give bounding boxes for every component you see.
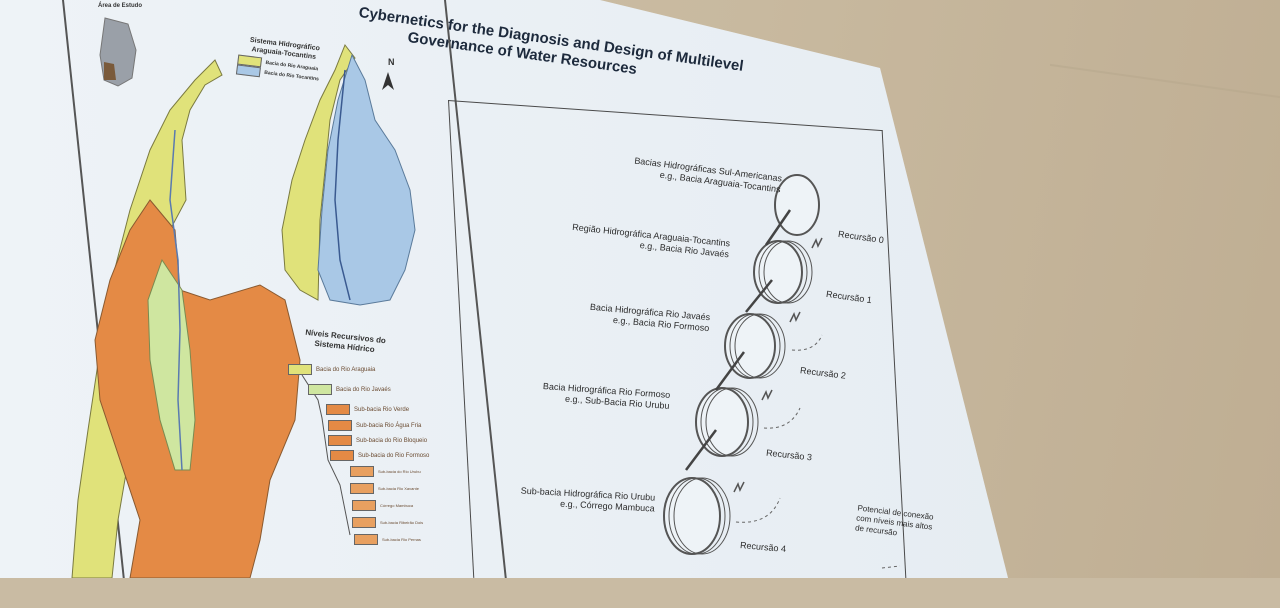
level-item: Sub-bacia do Rio Urubu [378,469,421,474]
level-item: Córrego Mambuca [380,503,414,508]
arrow-1 [745,279,773,313]
level-item: Bacia do Rio Araguaia [316,366,376,373]
connection-line [735,497,781,523]
inset-label: Área de Estudo [97,3,142,9]
arrow-0 [764,209,792,246]
level-item: Bacia do Rio Javaés [336,386,391,393]
north-label: N [388,57,395,67]
arrow-3 [685,429,717,471]
connection-line [881,565,901,569]
level-item: Sub-bacia Rio Verde [354,406,410,413]
javaes-basin [147,258,196,471]
level-item: Sub-bacia Rio Pernas [382,537,421,542]
tocantins-basin [317,53,416,306]
connection-line [763,407,801,429]
recursion-diagram [663,174,901,569]
recursion-circle-4 [663,477,721,555]
recursion-circle-0 [774,174,820,236]
sub-basin-area [94,199,301,578]
level-item: Sub-bacia Rio Xavante [378,486,419,491]
level-item: Sub-bacia do Rio Formoso [358,452,430,459]
level-item: Sub-bacia do Rio Bloqueio [356,437,428,444]
arrow-2 [714,351,746,391]
tocantins-araguaia-panel [281,43,356,301]
north-arrow-icon [382,72,394,90]
level-item: Sub-bacia Ribeirão Dois [380,520,424,525]
connection-line [791,334,823,351]
projection-screen: Cybernetics for the Diagnosis and Design… [0,0,1008,578]
level-item: Sub-bacia Rio Água Fria [356,422,422,429]
basin-map [71,17,416,578]
